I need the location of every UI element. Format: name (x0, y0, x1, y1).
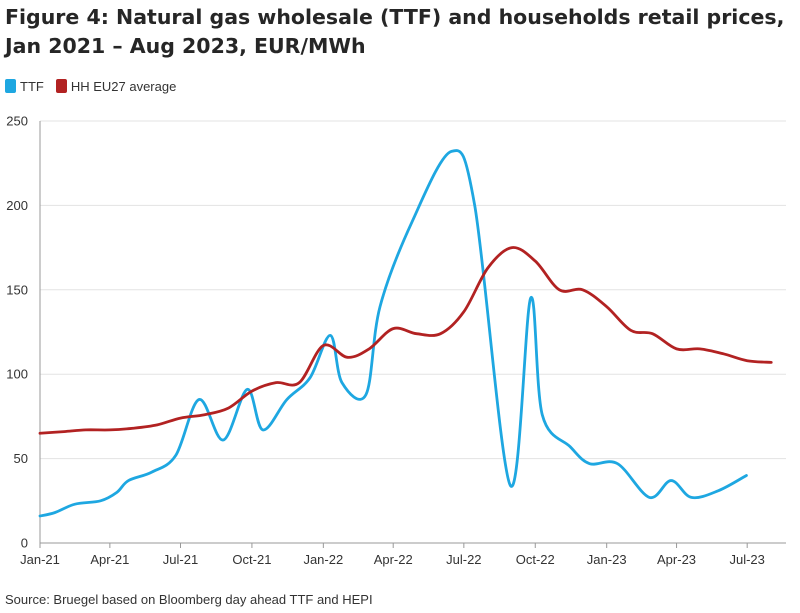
y-tick-label: 50 (14, 451, 28, 466)
x-tick-label: Apr-23 (657, 552, 696, 567)
x-tick-label: Jul-22 (446, 552, 481, 567)
x-tick-label: Jan-21 (20, 552, 60, 567)
legend-label-ttf: TTF (20, 78, 44, 94)
legend-swatch-hh-eu27 (55, 79, 67, 93)
legend-label-hh-eu27: HH EU27 average (70, 78, 177, 94)
chart-source-note: Source: Bruegel based on Bloomberg day a… (5, 592, 373, 607)
legend-item-hh-eu27: HH EU27 average (55, 78, 177, 94)
x-tick-label: Jul-21 (163, 552, 198, 567)
x-tick-label: Jul-23 (729, 552, 764, 567)
y-tick-label: 0 (21, 536, 28, 551)
y-tick-label: 200 (6, 198, 28, 213)
x-tick-label: Jan-23 (587, 552, 627, 567)
y-tick-label: 250 (6, 114, 28, 129)
legend-swatch-ttf (5, 79, 16, 93)
x-tick-label: Oct-22 (516, 552, 555, 567)
chart-legend: TTF HH EU27 average (5, 76, 188, 96)
y-tick-label: 100 (6, 367, 28, 382)
chart-title: Figure 4: Natural gas wholesale (TTF) an… (5, 5, 785, 58)
x-tick-label: Apr-22 (374, 552, 413, 567)
y-tick-label: 150 (6, 282, 28, 297)
x-tick-label: Jan-22 (303, 552, 343, 567)
legend-item-ttf: TTF (5, 79, 44, 94)
series-line-ttf (38, 149, 748, 518)
x-tick-label: Apr-21 (90, 552, 129, 567)
series-line-hh-eu27 (38, 246, 773, 435)
x-tick-label: Oct-21 (232, 552, 271, 567)
